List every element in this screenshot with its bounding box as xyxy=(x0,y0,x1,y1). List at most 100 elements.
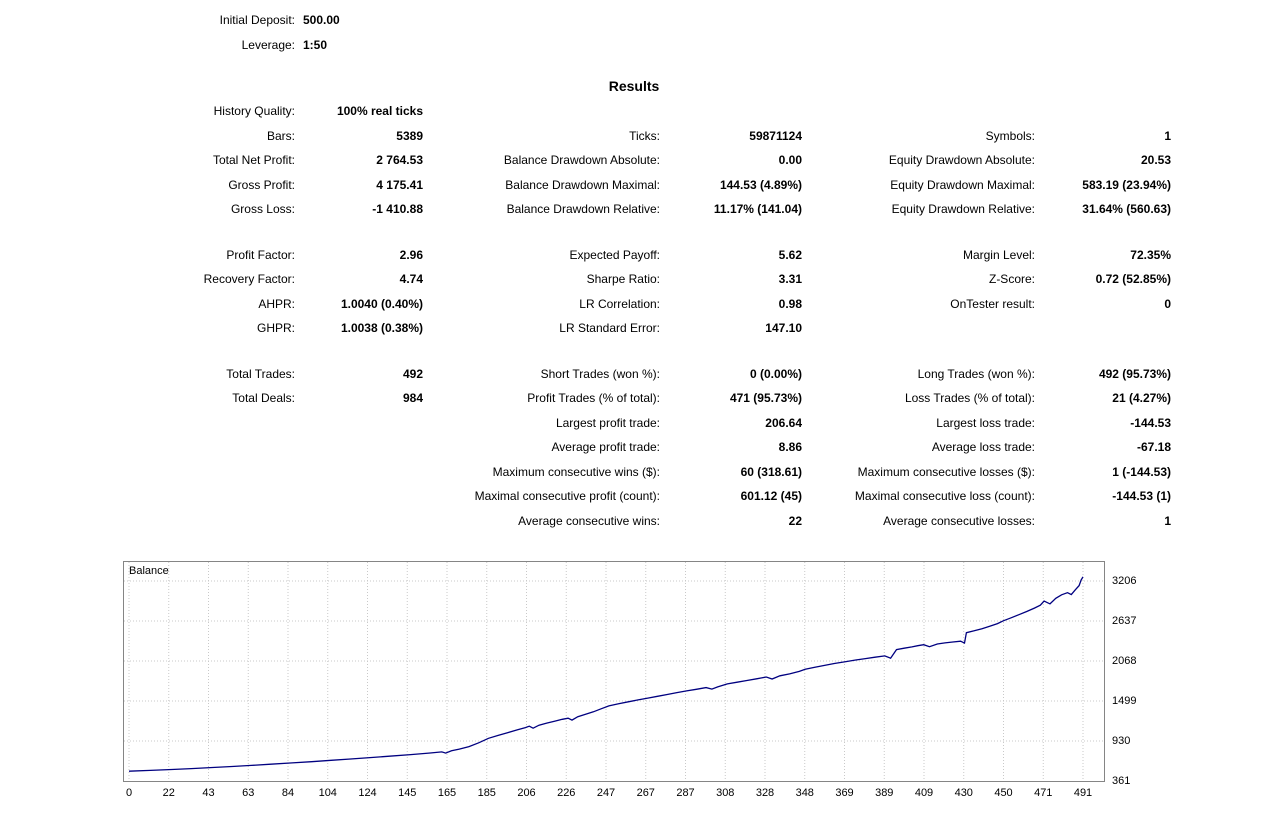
stat-value: 1.0040 (0.40%) xyxy=(340,296,423,311)
x-axis-label: 287 xyxy=(676,787,695,799)
y-axis-label: 3206 xyxy=(1112,575,1137,587)
header-row: Leverage: 1:50 xyxy=(0,33,515,58)
stat-label: Average consecutive wins: xyxy=(518,513,660,528)
stat-label: Equity Drawdown Absolute: xyxy=(888,153,1035,168)
stat-label: Sharpe Ratio: xyxy=(586,272,660,287)
stat-value: 21 (4.27%) xyxy=(1112,391,1171,406)
stat-value: -144.53 xyxy=(1130,415,1171,430)
stat-label: Average loss trade: xyxy=(931,440,1035,455)
x-axis-label: 471 xyxy=(1034,787,1053,799)
stat-value: 4.74 xyxy=(399,272,423,287)
stat-value: 72.35% xyxy=(1130,247,1171,262)
x-axis-label: 185 xyxy=(477,787,496,799)
stat-label: LR Standard Error: xyxy=(559,321,660,336)
chart-x-axis: 0 22 43 63 84 104 124 145 165 185 206 226 247 267 287 3… xyxy=(124,787,1104,803)
stat-value: -1 410.88 xyxy=(372,202,423,217)
stat-label: Profit Trades (% of total): xyxy=(527,391,660,406)
stat-value: 144.53 (4.89%) xyxy=(719,177,802,192)
stat-label: Gross Profit: xyxy=(228,177,295,192)
x-axis-label: 450 xyxy=(994,787,1013,799)
stat-value: 4 175.41 xyxy=(376,177,423,192)
x-axis-label: 165 xyxy=(437,787,457,799)
chart-y-axis: 361 930 1499 2068 2637 3206 xyxy=(1112,562,1172,787)
x-axis-label: 430 xyxy=(954,787,973,799)
results-row: Gross Profit: 4 175.41 Balance Drawdown Ma… xyxy=(0,173,1280,198)
x-axis-label: 389 xyxy=(875,787,894,799)
x-axis-label: 104 xyxy=(318,787,337,799)
x-axis-label: 226 xyxy=(557,787,576,799)
stat-label: OnTester result: xyxy=(950,296,1035,311)
header-value: 500.00 xyxy=(303,13,340,28)
stat-label: Loss Trades (% of total): xyxy=(904,391,1035,406)
stat-label: Balance Drawdown Absolute: xyxy=(503,153,660,168)
balance-curve-canvas xyxy=(124,562,1104,781)
stat-value: 59871124 xyxy=(749,128,802,143)
x-axis-label: 0 xyxy=(125,787,133,799)
stat-value: 22 xyxy=(788,513,802,528)
stat-value: 147.10 xyxy=(765,321,802,336)
results-row: Largest profit trade: 206.64 Largest loss … xyxy=(0,411,1280,436)
results-row: Profit Factor: 2.96 Expected Payoff: 5.62 Ma… xyxy=(0,243,1280,268)
results-row: Average consecutive wins: 22 Average conse… xyxy=(0,509,1280,534)
stat-value: 1 (-144.53) xyxy=(1112,464,1171,479)
results-row: Total Trades: 492 Short Trades (won %): 0 (… xyxy=(0,362,1280,387)
results-row: Recovery Factor: 4.74 Sharpe Ratio: 3.31 Z-S… xyxy=(0,267,1280,292)
stat-value: 583.19 (23.94%) xyxy=(1082,177,1171,192)
stat-label: Gross Loss: xyxy=(230,202,295,217)
stat-value: 8.86 xyxy=(778,440,802,455)
x-axis-label: 43 xyxy=(202,787,215,799)
stat-label: Largest profit trade: xyxy=(555,415,660,430)
group-spacer xyxy=(0,222,1280,243)
stat-label: Total Deals: xyxy=(232,391,295,406)
results-title: Results xyxy=(608,78,660,94)
stat-value: 984 xyxy=(402,391,423,406)
x-axis-label: 409 xyxy=(914,787,934,799)
stat-label: Expected Payoff: xyxy=(569,247,660,262)
x-axis-label: 247 xyxy=(596,787,616,799)
y-axis-label: 2068 xyxy=(1112,655,1137,667)
stat-value: -144.53 (1) xyxy=(1112,489,1171,504)
stat-label: Long Trades (won %): xyxy=(917,366,1035,381)
balance-line xyxy=(128,576,1084,772)
stat-value: 2.96 xyxy=(399,247,423,262)
stat-label: Balance Drawdown Maximal: xyxy=(505,177,660,192)
stat-label: Short Trades (won %): xyxy=(540,366,660,381)
stat-value: 0.72 (52.85%) xyxy=(1095,272,1171,287)
results-row: Gross Loss: -1 410.88 Balance Drawdown Rel… xyxy=(0,197,1280,222)
x-axis-label: 308 xyxy=(716,787,735,799)
y-axis-label: 361 xyxy=(1112,775,1131,787)
stat-label: Maximum consecutive wins ($): xyxy=(492,464,660,479)
stat-label: Bars: xyxy=(266,128,295,143)
stat-label: Recovery Factor: xyxy=(203,272,295,287)
stat-label: Equity Drawdown Relative: xyxy=(891,202,1035,217)
x-axis-label: 124 xyxy=(358,787,377,799)
header-row: Initial Deposit: 500.00 xyxy=(0,8,515,33)
x-axis-label: 145 xyxy=(398,787,417,799)
stat-label: Largest loss trade: xyxy=(936,415,1035,430)
stat-value: 1 xyxy=(1164,513,1171,528)
header-value: 1:50 xyxy=(303,37,328,52)
header-label: Leverage: xyxy=(241,37,295,52)
stat-value: 31.64% (560.63) xyxy=(1082,202,1171,217)
stat-value: 20.53 xyxy=(1140,153,1171,168)
x-axis-label: 267 xyxy=(636,787,655,799)
stat-label: Profit Factor: xyxy=(226,247,295,262)
x-axis-label: 206 xyxy=(517,787,536,799)
stat-label: Total Net Profit: xyxy=(212,153,295,168)
results-row: Average profit trade: 8.86 Average loss tr… xyxy=(0,435,1280,460)
stat-label: LR Correlation: xyxy=(579,296,660,311)
results-table: History Quality: 100% real ticks Bars: 5389… xyxy=(0,99,1280,533)
stat-label: Symbols: xyxy=(985,128,1035,143)
x-axis-label: 328 xyxy=(755,787,775,799)
report-header: Initial Deposit: 500.00 Leverage: 1:50 xyxy=(0,8,515,57)
x-axis-label: 63 xyxy=(242,787,255,799)
stat-value: 3.31 xyxy=(778,272,802,287)
stat-label: AHPR: xyxy=(258,296,295,311)
results-row: GHPR: 1.0038 (0.38%) LR Standard Error: 147… xyxy=(0,316,1280,341)
x-axis-label: 348 xyxy=(795,787,814,799)
x-axis-label: 491 xyxy=(1073,787,1093,799)
x-axis-label: 369 xyxy=(835,787,854,799)
stat-label: Maximum consecutive losses ($): xyxy=(857,464,1035,479)
stat-label: Balance Drawdown Relative: xyxy=(506,202,660,217)
